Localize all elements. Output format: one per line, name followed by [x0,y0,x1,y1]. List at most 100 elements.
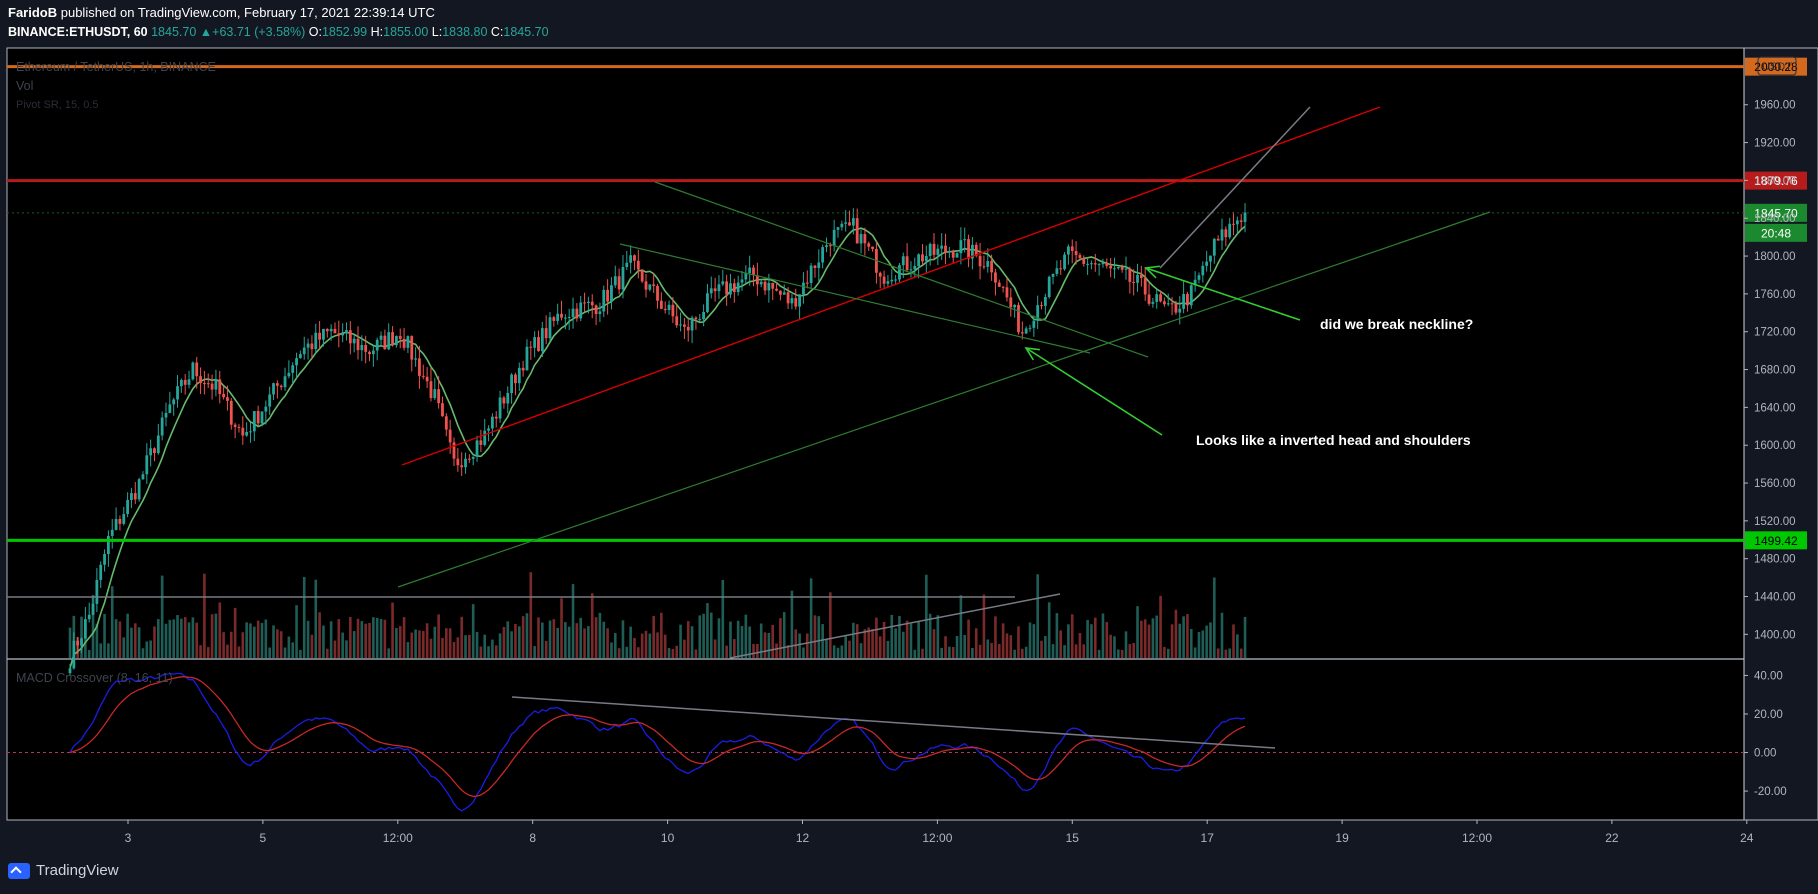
candle-body [1155,294,1159,302]
candle-body [901,256,905,266]
candle-body [391,332,394,346]
volume-bar [794,629,798,658]
published-text: published on TradingView.com, February 1… [57,5,435,20]
footer-brand: TradingView [36,862,119,879]
currency-badge[interactable] [1757,56,1797,76]
currency-badge-text: USDT [1762,61,1792,73]
candle-body [1186,293,1189,306]
candle-body [199,376,202,384]
drawings[interactable] [7,106,1491,659]
footer[interactable]: TradingView [8,862,119,879]
volume-bar [398,626,402,658]
candle-body [1197,275,1201,280]
candle-body [748,267,752,274]
volume-bar [80,616,83,658]
volume-bar [809,578,813,658]
candle-body [1090,263,1093,265]
candle-body [813,265,817,268]
volume-bar [521,616,525,658]
candle-body [444,416,448,430]
volume-bar [452,642,456,658]
volume-bar [191,617,195,658]
volume-bar [1044,636,1047,658]
candle-body [940,245,944,249]
candle-body [479,440,483,445]
volume-bar [287,636,291,658]
candle-body [882,276,886,284]
volume-bar [671,648,675,658]
volume-bar [590,593,594,658]
candle-body [475,440,479,457]
volume-bar [782,612,786,658]
candle-body [702,311,705,320]
volume-bar [875,617,878,658]
price-tick-label: 1680.00 [1754,365,1796,377]
volume-bar [517,626,521,658]
volume-bar [337,619,341,658]
candle-body [76,640,80,646]
candle-body [606,289,609,302]
candle-body [275,383,279,386]
volume-bar [483,634,487,658]
candle-body [821,247,825,263]
candle-body [533,337,537,348]
candle-body [429,381,433,399]
horizontal-levels[interactable]: 2000.28 1879.76 1845.70 1499.42 20:48 [7,57,1807,550]
volume-bar [302,576,306,658]
volume-bar [510,631,513,658]
candle-body [621,267,625,290]
candle-body [602,289,606,312]
volume-bar [921,648,924,658]
volume-bar [652,615,655,658]
candle-body [1201,265,1205,276]
candle-body [287,372,291,377]
volume-bar [1113,636,1116,658]
pattern-annotation[interactable]: Looks like a inverted head and shoulders [1196,432,1471,448]
volume-bar [1021,648,1024,658]
candle-body [1074,250,1078,256]
price-pane[interactable] [7,48,1744,658]
candle-body [114,519,118,530]
signal-line [69,676,1246,798]
candle-body [80,638,83,646]
volume-bar [157,619,160,658]
neckline-annotation[interactable]: did we break neckline? [1320,316,1473,332]
candle-body [944,245,947,253]
candle-body [421,375,425,377]
candle-body [1120,266,1124,270]
candle-body [179,379,183,387]
volume-bar [1232,624,1235,658]
candle-body [141,474,145,480]
candle-body [587,301,590,303]
volume-bar [160,575,164,658]
volume-bar [391,602,394,658]
macd-tick-label: 20.00 [1754,709,1783,721]
candle-body [502,397,506,404]
author-name[interactable]: FaridoB [8,5,58,20]
volume-bar [1013,649,1016,658]
candle-body [226,397,229,401]
candle-body [256,411,260,424]
candle-body [878,272,882,277]
candle-body [452,442,456,459]
volume-bar [1024,646,1028,658]
candle-body [229,400,233,425]
time-tick-label: 12:00 [383,831,413,845]
macd-pane[interactable] [7,660,1744,820]
candle-body [1124,268,1128,270]
candle-body [72,640,76,669]
volume-bar [790,590,794,658]
candle-body [1189,285,1193,306]
volume-bar [901,631,905,658]
volume-bar [1036,574,1039,658]
candle-body [798,294,801,307]
volume-bar [471,604,475,658]
candle-body [210,383,214,390]
candle-body [467,458,471,460]
volume-bar [932,629,936,658]
candle-body [1024,328,1028,334]
volume-bar [218,602,222,658]
volume-bar [441,637,444,658]
volume-bar [709,612,713,658]
